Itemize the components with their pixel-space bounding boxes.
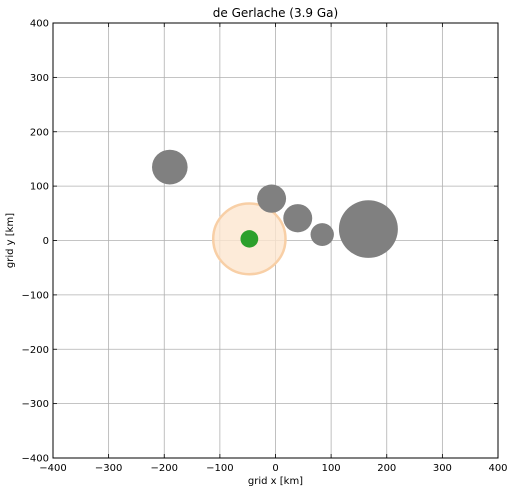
x-tick-label: 300 (433, 463, 452, 474)
y-tick-label: −300 (22, 399, 49, 410)
crater-point (257, 184, 287, 213)
chart-title: de Gerlache (3.9 Ga) (213, 6, 338, 20)
x-tick-label: 200 (377, 463, 396, 474)
x-tick-label: −100 (206, 463, 233, 474)
x-tick-label: −200 (151, 463, 178, 474)
x-tick-label: 400 (488, 463, 507, 474)
crater-point (283, 204, 313, 233)
x-tick-label: 0 (272, 463, 278, 474)
x-tick-label: −400 (39, 463, 66, 474)
crater-point (310, 223, 334, 246)
y-tick-label: 100 (30, 182, 49, 193)
y-tick-label: 200 (30, 127, 49, 138)
y-axis-label: grid y [km] (5, 213, 16, 268)
y-tick-label: 0 (43, 236, 49, 247)
x-tick-label: −300 (95, 463, 122, 474)
y-tick-label: −400 (22, 454, 49, 465)
axis-ticks: −400 −300 −200 −100 0 100 200 300 400 −400 −300 −20… (22, 19, 508, 475)
crater-point (338, 200, 398, 258)
x-axis-label: grid x [km] (248, 476, 303, 487)
y-tick-label: 400 (30, 19, 49, 30)
x-tick-label: 100 (322, 463, 341, 474)
y-tick-label: 300 (30, 73, 49, 84)
basin-center-point (240, 230, 259, 248)
data-marks (152, 149, 398, 276)
crater-point (152, 149, 188, 185)
y-tick-label: −200 (22, 345, 49, 356)
y-tick-label: −100 (22, 290, 49, 301)
